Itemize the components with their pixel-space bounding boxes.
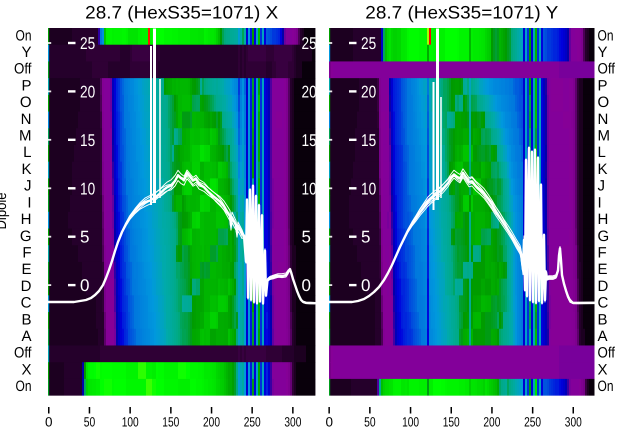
svg-text:25: 25 xyxy=(80,34,95,53)
svg-text:F: F xyxy=(22,245,31,262)
svg-text:100: 100 xyxy=(402,415,419,430)
svg-text:On: On xyxy=(16,378,32,395)
svg-text:O: O xyxy=(598,94,610,111)
svg-text:100: 100 xyxy=(122,415,139,430)
svg-text:250: 250 xyxy=(244,415,261,430)
svg-text:150: 150 xyxy=(162,415,179,430)
svg-text:P: P xyxy=(21,77,31,94)
svg-text:B: B xyxy=(21,311,31,328)
svg-text:C: C xyxy=(21,295,32,312)
svg-text:L: L xyxy=(598,144,606,161)
svg-text:F: F xyxy=(598,245,607,262)
svg-text:5: 5 xyxy=(361,228,370,247)
svg-text:Y: Y xyxy=(21,44,31,61)
svg-text:Dipole: Dipole xyxy=(0,193,10,230)
svg-text:L: L xyxy=(23,144,31,161)
svg-text:20: 20 xyxy=(302,82,317,101)
svg-text:5: 5 xyxy=(80,228,89,247)
svg-text:I: I xyxy=(598,194,602,211)
svg-text:H: H xyxy=(21,211,32,228)
svg-text:A: A xyxy=(21,328,31,345)
svg-text:G: G xyxy=(598,228,610,245)
svg-text:J: J xyxy=(598,178,606,195)
svg-text:E: E xyxy=(598,261,608,278)
svg-text:On: On xyxy=(16,27,32,44)
svg-text:B: B xyxy=(598,311,608,328)
svg-text:D: D xyxy=(21,278,32,295)
svg-text:E: E xyxy=(21,261,31,278)
svg-text:0: 0 xyxy=(361,276,370,295)
svg-text:15: 15 xyxy=(302,131,317,150)
svg-text:300: 300 xyxy=(284,415,301,430)
svg-text:0: 0 xyxy=(45,415,53,430)
svg-text:15: 15 xyxy=(361,131,376,150)
svg-text:0: 0 xyxy=(325,415,333,430)
svg-text:O: O xyxy=(20,94,32,111)
svg-text:K: K xyxy=(598,161,608,178)
svg-text:X: X xyxy=(21,361,31,378)
svg-text:Off: Off xyxy=(598,345,616,362)
svg-text:200: 200 xyxy=(203,415,220,430)
svg-text:P: P xyxy=(598,77,608,94)
svg-text:I: I xyxy=(27,194,31,211)
svg-text:On: On xyxy=(598,27,614,44)
svg-text:300: 300 xyxy=(565,415,582,430)
svg-text:0: 0 xyxy=(80,276,89,295)
svg-text:On: On xyxy=(598,378,614,395)
svg-text:200: 200 xyxy=(483,415,500,430)
svg-text:Off: Off xyxy=(598,61,616,78)
svg-text:10: 10 xyxy=(80,179,95,198)
svg-text:150: 150 xyxy=(443,415,460,430)
svg-text:Y: Y xyxy=(598,44,608,61)
svg-text:5: 5 xyxy=(302,228,311,247)
svg-text:10: 10 xyxy=(302,179,317,198)
svg-text:N: N xyxy=(598,111,609,128)
svg-text:28.7 (HexS35=1071) Y: 28.7 (HexS35=1071) Y xyxy=(365,3,558,23)
svg-text:10: 10 xyxy=(361,179,376,198)
svg-text:0: 0 xyxy=(302,276,311,295)
svg-text:G: G xyxy=(20,228,32,245)
svg-text:20: 20 xyxy=(361,82,376,101)
svg-text:15: 15 xyxy=(80,131,95,150)
svg-text:25: 25 xyxy=(361,34,376,53)
svg-text:K: K xyxy=(21,161,31,178)
svg-text:Off: Off xyxy=(14,345,32,362)
svg-text:50: 50 xyxy=(364,415,376,430)
svg-text:H: H xyxy=(598,211,609,228)
svg-text:Off: Off xyxy=(14,61,32,78)
svg-text:N: N xyxy=(21,111,32,128)
svg-text:D: D xyxy=(598,278,609,295)
svg-text:X: X xyxy=(598,361,608,378)
svg-text:50: 50 xyxy=(84,415,96,430)
svg-text:250: 250 xyxy=(524,415,541,430)
svg-text:C: C xyxy=(598,295,609,312)
svg-text:J: J xyxy=(24,178,32,195)
svg-text:20: 20 xyxy=(80,82,95,101)
svg-text:28.7 (HexS35=1071) X: 28.7 (HexS35=1071) X xyxy=(85,3,278,23)
svg-text:M: M xyxy=(598,128,611,145)
svg-text:A: A xyxy=(598,328,608,345)
svg-text:M: M xyxy=(19,128,32,145)
svg-text:25: 25 xyxy=(302,34,317,53)
